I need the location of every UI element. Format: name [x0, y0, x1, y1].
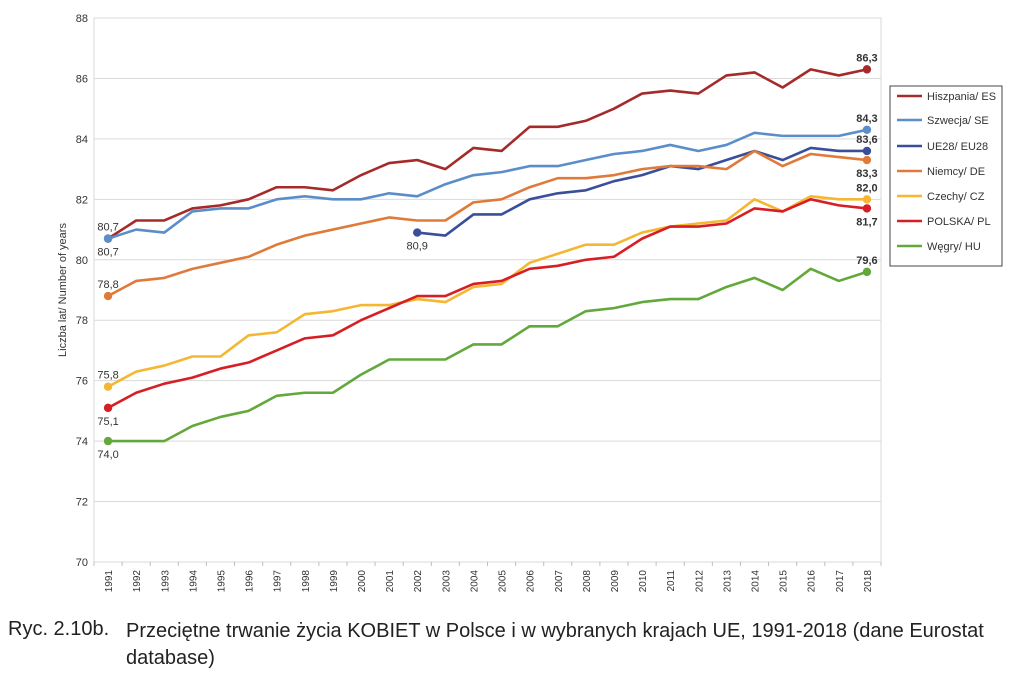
y-tick-label: 82 [76, 194, 88, 206]
y-axis-label: Liczba lat/ Number of years [57, 223, 69, 357]
y-tick-label: 72 [76, 497, 88, 509]
x-tick-label: 1991 [104, 570, 115, 593]
data-label: 80,9 [407, 241, 428, 253]
data-label: 86,3 [856, 52, 877, 64]
y-tick-label: 74 [76, 436, 88, 448]
series-line-5 [107, 195, 867, 388]
x-axis-ticks: 1991 1992 1993 1994 1995 1996 1997 1998 1999 2000… [93, 562, 882, 593]
y-tick-label: 76 [76, 376, 88, 388]
x-tick-label: 2000 [357, 570, 368, 593]
x-tick-label: 2009 [610, 570, 621, 593]
data-label: 81,7 [856, 216, 877, 228]
x-tick-label: 2018 [863, 570, 874, 593]
x-tick-label: 2003 [441, 570, 452, 593]
x-tick-label: 2017 [835, 570, 846, 593]
x-tick-label: 2016 [807, 570, 818, 593]
data-label: 83,6 [856, 134, 877, 146]
plot-area [93, 17, 882, 563]
series-line-7 [108, 267, 868, 443]
legend-label: UE28/ EU28 [927, 141, 988, 153]
x-tick-label: 2008 [582, 570, 593, 593]
data-point-marker [413, 228, 422, 237]
data-point-marker [103, 382, 113, 391]
data-point-marker [862, 146, 872, 156]
data-label: 80,7 [97, 222, 118, 234]
x-tick-label: 1999 [329, 570, 340, 593]
y-tick-label: 80 [76, 255, 88, 267]
data-point-marker [862, 195, 872, 204]
series-lines [107, 68, 868, 443]
data-label: 80,7 [97, 247, 118, 259]
data-point-marker [862, 155, 872, 165]
legend-label: Czechy/ CZ [927, 191, 985, 203]
legend-label: Szwecja/ SE [927, 115, 989, 127]
caption-text: Przeciętne trwanie życia KOBIET w Polsce… [126, 620, 984, 669]
legend: Hiszpania/ ES Szwecja/ SE UE28/ EU28 Niemcy… [889, 85, 1003, 267]
legend-label: Hiszpania/ ES [927, 91, 996, 103]
y-tick-label: 88 [76, 13, 88, 25]
series-line-6 [107, 198, 868, 410]
x-tick-label: 2012 [694, 570, 705, 593]
data-point-marker [103, 436, 113, 446]
x-tick-label: 1995 [216, 570, 227, 593]
data-label: 78,8 [97, 279, 118, 291]
data-point-marker [862, 204, 872, 213]
data-label: 84,3 [856, 113, 877, 125]
data-label: 82,0 [856, 182, 877, 194]
y-tick-label: 78 [76, 315, 88, 327]
legend-label: Węgry/ HU [927, 241, 981, 253]
data-point-marker [103, 234, 113, 243]
data-label: 75,8 [97, 370, 118, 382]
x-tick-label: 1993 [160, 570, 171, 593]
legend-label: Niemcy/ DE [927, 166, 985, 178]
x-tick-label: 2004 [469, 570, 480, 593]
data-point-marker [862, 267, 872, 277]
y-tick-label: 70 [76, 557, 88, 569]
x-tick-label: 1994 [188, 570, 199, 593]
y-tick-label: 86 [76, 73, 88, 85]
data-label: 83,3 [856, 168, 877, 180]
series-line-2 [107, 128, 868, 240]
data-point-marker [862, 125, 872, 135]
data-label: 79,6 [856, 255, 877, 267]
x-tick-label: 2010 [638, 570, 649, 593]
y-tick-label: 84 [76, 134, 88, 146]
x-tick-label: 2001 [385, 570, 396, 593]
data-point-marker [103, 291, 113, 301]
x-tick-label: 2006 [526, 570, 537, 593]
x-tick-label: 1997 [273, 570, 284, 593]
data-point-marker [103, 403, 113, 413]
y-axis-ticks: 70 72 74 76 78 80 82 84 86 88 [76, 13, 882, 569]
x-tick-label: 2002 [413, 570, 424, 593]
x-tick-label: 1992 [132, 570, 143, 593]
figure-caption: Ryc. 2.10b. Przeciętne trwanie życia KOB… [0, 618, 1024, 672]
x-tick-label: 1998 [301, 570, 312, 593]
data-labels: 80,7 80,7 78,8 75,8 75,1 74,0 80,9 86,3 84,3 83,6… [97, 52, 877, 461]
x-tick-label: 2005 [498, 570, 509, 593]
data-label: 75,1 [97, 416, 118, 428]
x-tick-label: 2014 [751, 570, 762, 593]
legend-box [889, 85, 1003, 267]
series-line-1 [107, 68, 868, 240]
legend-label: POLSKA/ PL [927, 216, 991, 228]
data-point-marker [862, 65, 872, 74]
x-tick-label: 2007 [554, 570, 565, 593]
x-tick-label: 2013 [722, 570, 733, 593]
series-line-4 [107, 149, 868, 298]
series-line-3 [417, 146, 867, 237]
x-tick-label: 2011 [666, 570, 677, 592]
x-tick-label: 1996 [245, 570, 256, 593]
caption-number: Ryc. 2.10b. [8, 618, 110, 640]
x-tick-label: 2015 [779, 570, 790, 593]
data-label: 74,0 [97, 449, 118, 461]
